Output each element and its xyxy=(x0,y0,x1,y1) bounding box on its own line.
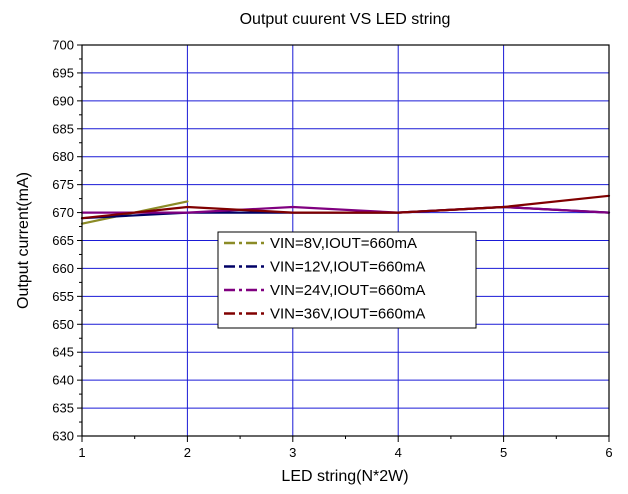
y-tick-label: 685 xyxy=(52,121,74,136)
y-tick-label: 640 xyxy=(52,373,74,388)
y-tick-label: 655 xyxy=(52,289,74,304)
y-axis-title: Output current(mA) xyxy=(15,172,32,309)
y-tick-label: 700 xyxy=(52,38,74,53)
legend-label-1: VIN=8V,IOUT=660mA xyxy=(270,235,417,252)
y-tick-label: 665 xyxy=(52,233,74,248)
y-tick-label: 660 xyxy=(52,261,74,276)
x-tick-label: 4 xyxy=(395,445,402,460)
ticks xyxy=(77,44,610,442)
x-tick-label: 2 xyxy=(184,445,191,460)
y-tick-label: 645 xyxy=(52,345,74,360)
y-tick-label: 650 xyxy=(52,317,74,332)
x-tick-labels: 1 2 3 4 5 6 xyxy=(78,445,612,460)
chart-title: Output cuurent VS LED string xyxy=(240,11,451,28)
series-line-3 xyxy=(80,205,611,214)
y-tick-label: 635 xyxy=(52,401,74,416)
x-tick-label: 5 xyxy=(500,445,507,460)
x-tick-label: 3 xyxy=(289,445,296,460)
y-tick-label: 670 xyxy=(52,205,74,220)
y-tick-label: 680 xyxy=(52,149,74,164)
y-tick-labels: 630 635 640 645 650 655 660 665 670 675 680 685 690 6… xyxy=(52,38,74,444)
series-layer xyxy=(80,194,611,225)
legend-box xyxy=(217,231,477,329)
x-tick-label: 6 xyxy=(605,445,612,460)
y-tick-label: 695 xyxy=(52,65,74,80)
y-tick-label: 630 xyxy=(52,429,74,444)
legend: VIN=8V,IOUT=660mA VIN=12V,IOUT=660mA VIN=2… xyxy=(217,231,477,329)
y-tick-label: 675 xyxy=(52,177,74,192)
series-line-4 xyxy=(80,194,611,220)
legend-label-4: VIN=36V,IOUT=660mA xyxy=(270,306,425,323)
x-axis-title: LED string(N*2W) xyxy=(281,468,408,485)
legend-label-2: VIN=12V,IOUT=660mA xyxy=(270,259,425,276)
x-tick-label: 1 xyxy=(78,445,85,460)
legend-label-3: VIN=24V,IOUT=660mA xyxy=(270,282,425,299)
y-tick-label: 690 xyxy=(52,93,74,108)
